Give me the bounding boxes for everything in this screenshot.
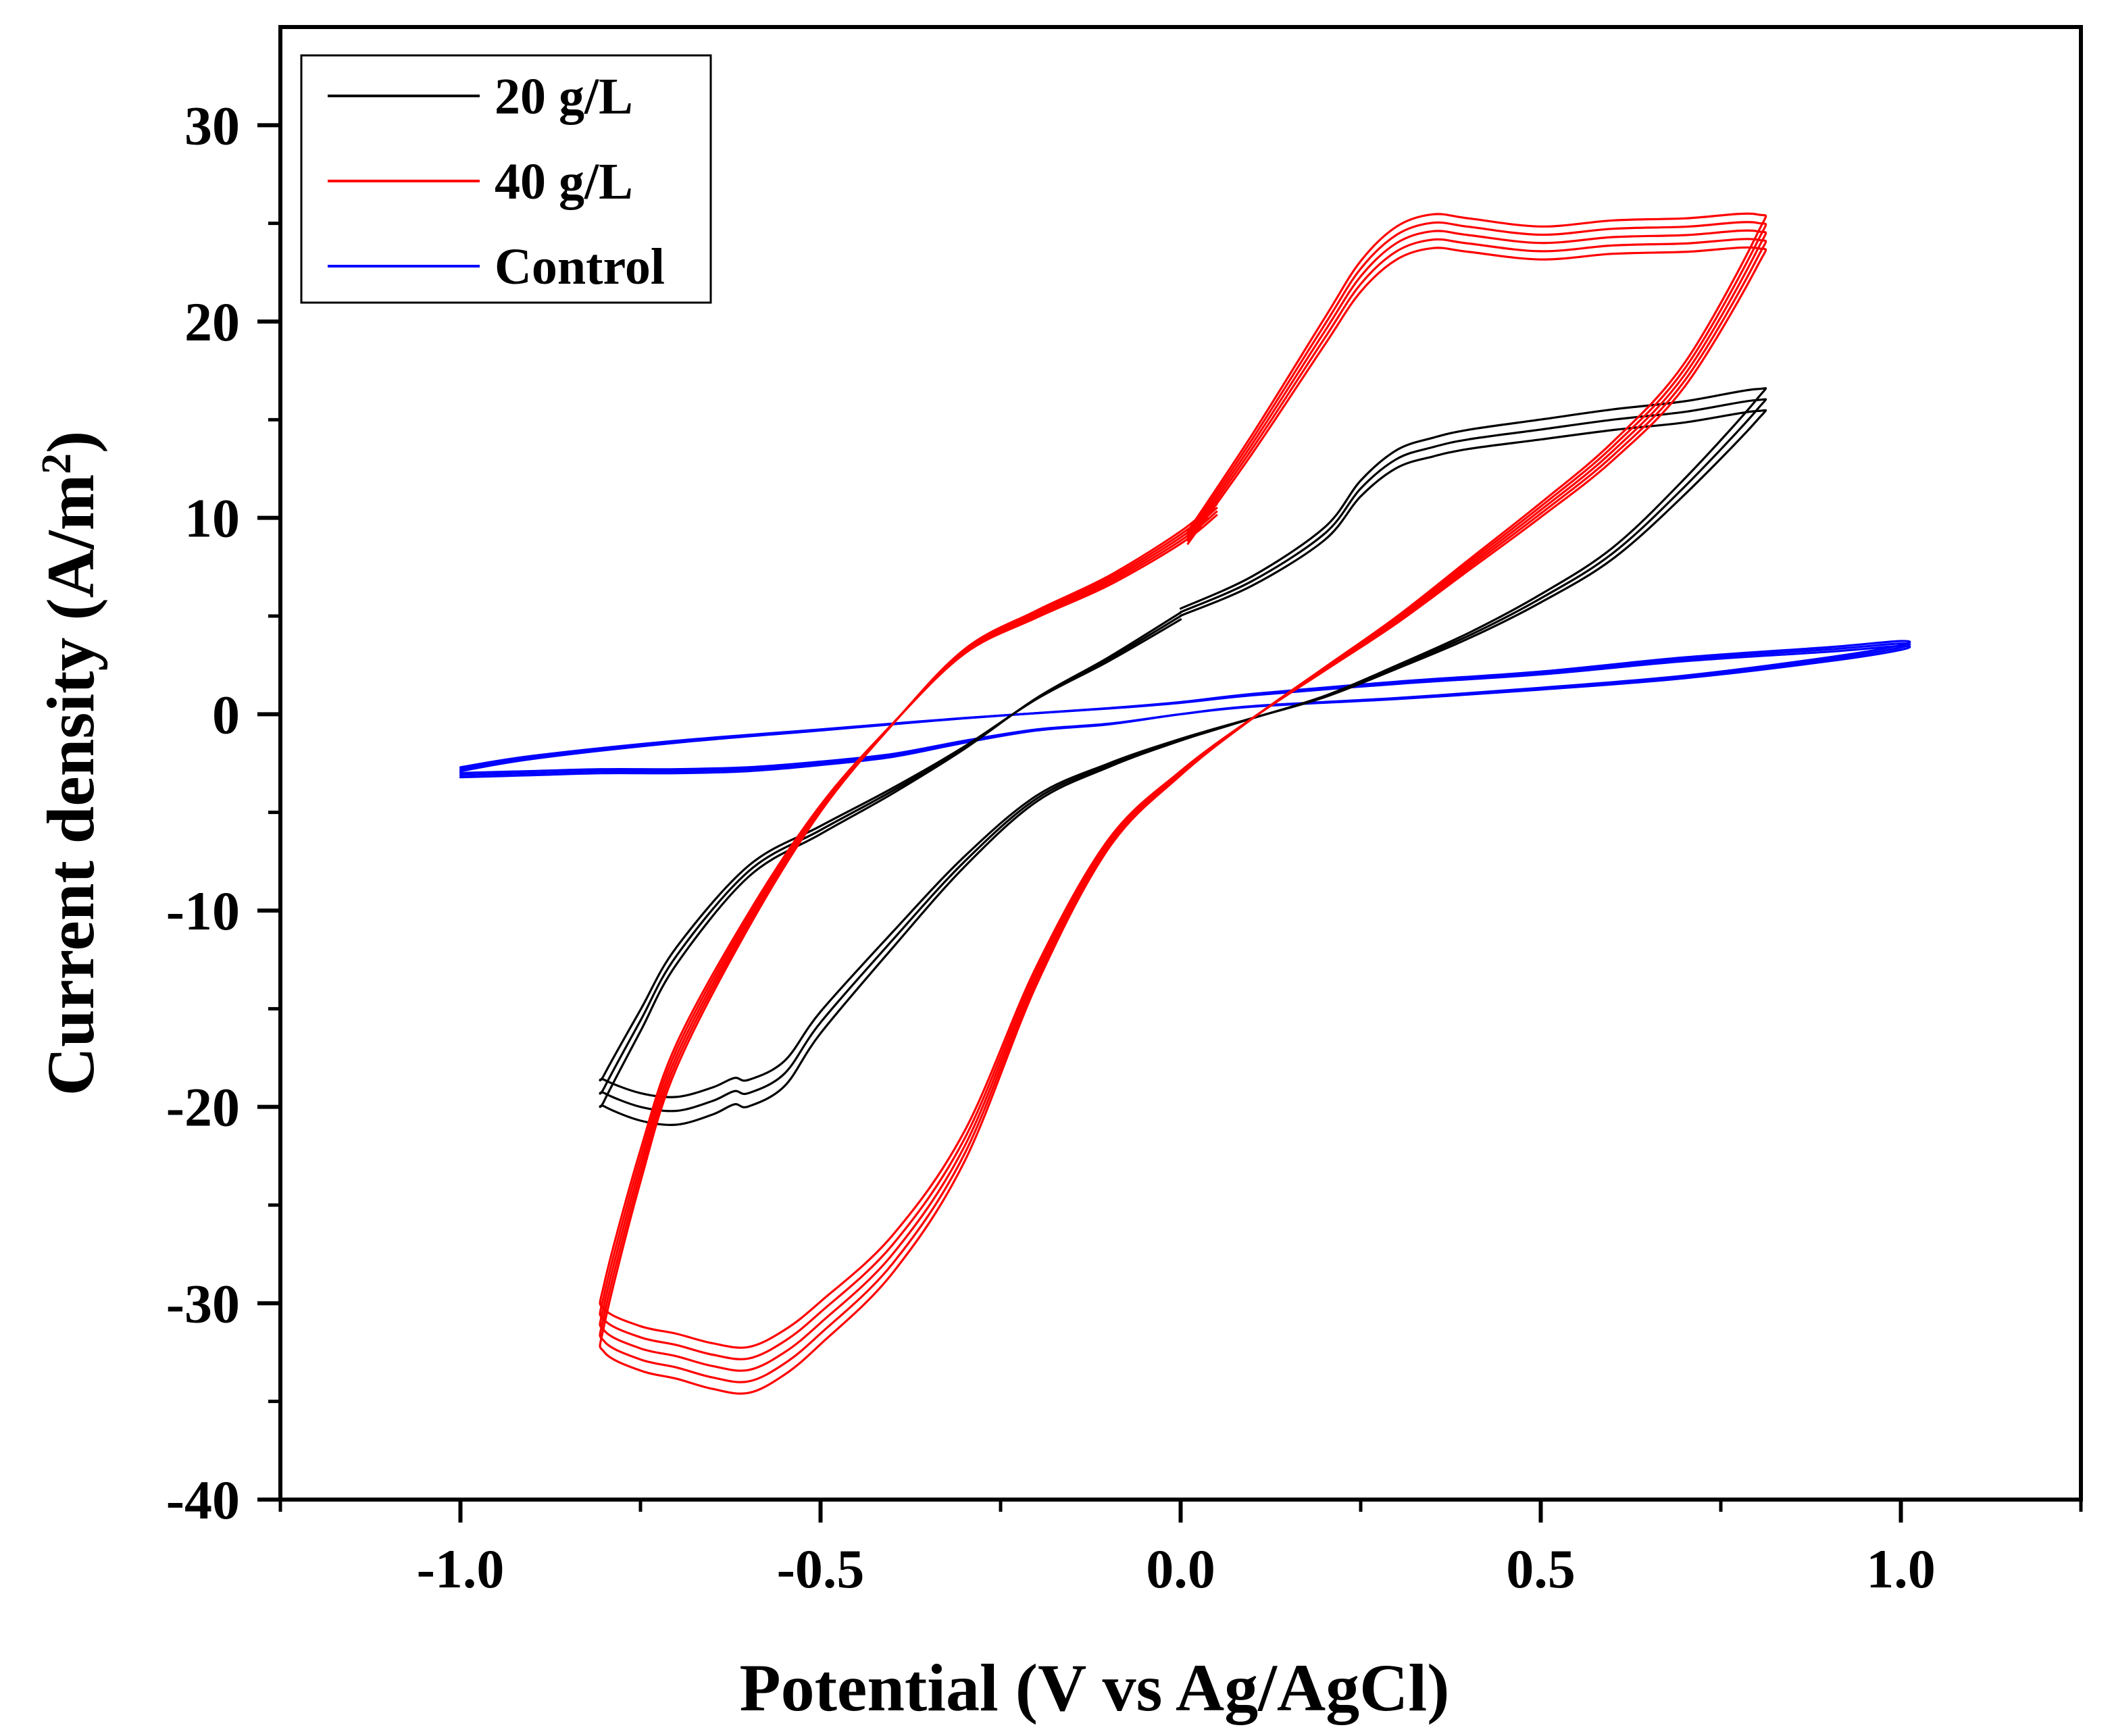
x-tick-label: 0.0 <box>1146 1538 1215 1600</box>
series-40-g-l <box>599 212 1767 1395</box>
y-tick-label: 20 <box>184 291 240 353</box>
x-tick-label: -0.5 <box>777 1538 865 1600</box>
series-control <box>459 640 1911 779</box>
series-cycle-line <box>599 246 1767 1349</box>
y-axis-title: Current density (A/m2) <box>33 431 108 1096</box>
x-tick-label: 0.5 <box>1506 1538 1576 1600</box>
x-tick-label: -1.0 <box>417 1538 505 1600</box>
y-tick-label: -20 <box>166 1077 240 1138</box>
y-tick-label: 0 <box>212 684 240 745</box>
legend: 20 g/L 40 g/L Control <box>300 54 712 304</box>
y-tick-label: 30 <box>184 95 240 156</box>
series-cycle-line <box>459 640 1911 779</box>
y-axis-title-main: Current density (A/m <box>33 474 108 1096</box>
series-cycle-line <box>599 409 1767 1098</box>
series-layer <box>459 212 1911 1395</box>
series-cycle-line <box>599 229 1767 1372</box>
y-tick-label: -10 <box>166 880 240 942</box>
series-cycle-line <box>599 221 1767 1383</box>
legend-label-control: Control <box>495 238 665 295</box>
y-axis-title-close: ) <box>33 431 108 453</box>
legend-box <box>300 54 712 304</box>
legend-label-20gl: 20 g/L <box>495 68 633 125</box>
y-tick-label: 10 <box>184 488 240 549</box>
ticks-layer: -1.0 -0.5 0.0 0.5 1.0 -40 -30 -20 -10 0 10 20 30 <box>166 95 2083 1600</box>
legend-label-40gl: 40 g/L <box>495 153 633 210</box>
series-cycle-line <box>599 387 1767 1126</box>
y-axis-title-sup: 2 <box>34 453 80 474</box>
x-axis-title: Potential (V vs Ag/AgCl) <box>740 1650 1450 1725</box>
series-cycle-line <box>599 212 1767 1395</box>
y-tick-label: -30 <box>166 1273 240 1334</box>
series-cycle-line <box>599 398 1767 1113</box>
series-20-g-l <box>599 387 1767 1126</box>
x-tick-label: 1.0 <box>1866 1538 1936 1600</box>
y-tick-label: -40 <box>166 1469 240 1531</box>
series-cycle-line <box>599 238 1767 1360</box>
